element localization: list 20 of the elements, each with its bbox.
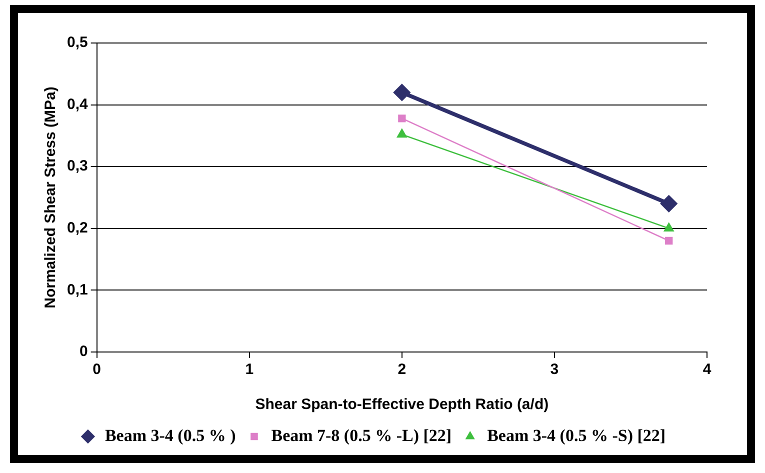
x-tick-label: 0	[92, 361, 102, 378]
x-tick-label: 3	[550, 361, 559, 378]
y-tick-label: 0,5	[66, 34, 88, 52]
point	[665, 236, 673, 245]
x-tick-label: 4	[702, 361, 712, 378]
legend-label: Beam 3-4 (0.5 % )	[104, 426, 236, 445]
y-tick-label: 0	[80, 343, 88, 360]
y-tick-label: 0,2	[66, 220, 88, 237]
point	[398, 114, 406, 122]
y-axis-title: Normalized Shear Stress (MPa)	[42, 86, 60, 308]
legend-label: Beam 7-8 (0.5 % -L) [22]	[271, 426, 452, 445]
x-axis-title: Shear Span-to-Effective Depth Ratio (a/d)	[255, 396, 549, 414]
y-tick-label: 0,4	[66, 96, 88, 113]
point	[660, 196, 677, 212]
y-tick-label: 0,1	[66, 281, 88, 298]
x-tick-label: 2	[398, 361, 406, 378]
y-tick-label: 0,3	[66, 158, 88, 175]
point	[394, 84, 410, 100]
legend-label: Beam 3-4 (0.5 % -S) [22]	[487, 426, 666, 445]
x-tick-label: 1	[245, 361, 254, 378]
